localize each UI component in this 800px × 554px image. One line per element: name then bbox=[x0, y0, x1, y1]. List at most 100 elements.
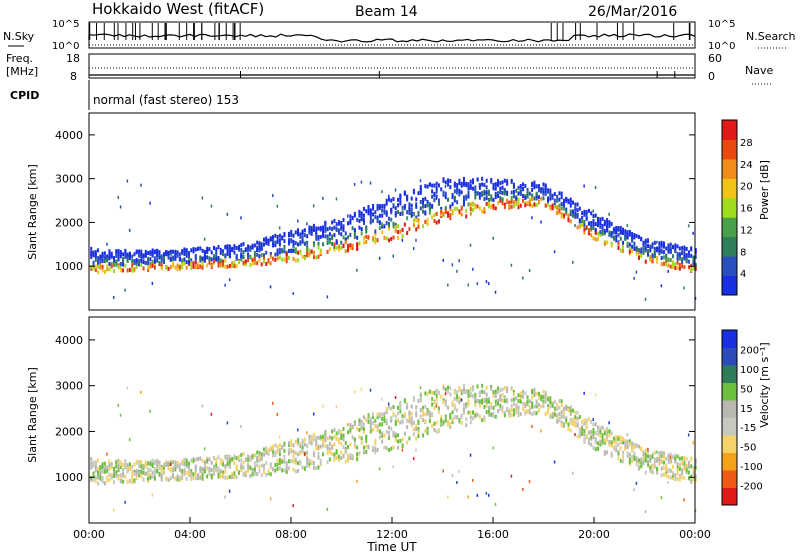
velocity-cell bbox=[637, 460, 640, 465]
power-cell bbox=[574, 224, 576, 228]
velocity-cell bbox=[165, 462, 168, 467]
velocity-cell bbox=[531, 395, 534, 400]
freq-panel: Freq. [MHz] 18 8 60 0 Nave bbox=[6, 52, 773, 85]
velocity-cell bbox=[497, 408, 500, 413]
velocity-cell bbox=[533, 390, 536, 395]
velocity-cell bbox=[633, 442, 636, 447]
velocity-cell bbox=[210, 412, 213, 416]
power-cell bbox=[158, 250, 161, 255]
power-cell bbox=[603, 228, 606, 233]
velocity-cell bbox=[672, 475, 675, 480]
power-cell bbox=[362, 235, 365, 240]
velocity-cell bbox=[301, 439, 304, 444]
power-cell bbox=[151, 263, 154, 268]
power-cell bbox=[628, 242, 631, 247]
power-cell bbox=[119, 250, 122, 255]
power-cell bbox=[662, 250, 665, 255]
power-cell bbox=[472, 186, 475, 191]
velocity-cell bbox=[331, 451, 334, 456]
power-cell bbox=[574, 211, 577, 216]
velocity-cell bbox=[499, 394, 502, 399]
power-cell bbox=[535, 184, 538, 189]
power-cell bbox=[122, 260, 125, 265]
velocity-cell bbox=[381, 412, 384, 417]
velocity-cell bbox=[492, 390, 495, 395]
velocity-cell bbox=[190, 469, 193, 474]
power-cell bbox=[276, 239, 279, 244]
velocity-cell bbox=[603, 431, 606, 436]
velocity-cell bbox=[458, 396, 461, 401]
power-cell bbox=[669, 247, 672, 252]
power-cell bbox=[340, 232, 343, 237]
velocity-cell bbox=[462, 410, 465, 415]
power-cell bbox=[192, 261, 195, 266]
power-cell bbox=[533, 180, 536, 185]
power-cell bbox=[401, 210, 404, 215]
velocity-cell bbox=[694, 460, 697, 465]
velocity-cell bbox=[651, 464, 654, 469]
power-cell bbox=[206, 248, 209, 253]
power-cell bbox=[106, 267, 109, 272]
power-cell bbox=[260, 242, 263, 247]
power-cell bbox=[549, 188, 552, 193]
power-cell bbox=[512, 194, 515, 199]
power-cell bbox=[567, 213, 570, 218]
velocity-cell bbox=[324, 438, 327, 443]
velocity-cell bbox=[506, 406, 509, 411]
velocity-cell bbox=[603, 438, 606, 443]
velocity-cell bbox=[644, 450, 647, 455]
velocity-cell bbox=[419, 395, 422, 400]
velocity-cell bbox=[90, 462, 93, 467]
velocity-cell bbox=[115, 464, 118, 469]
power-cell bbox=[369, 209, 372, 214]
power-cell bbox=[560, 195, 563, 200]
power-cell bbox=[237, 260, 240, 265]
x-tick-label: 20:00 bbox=[578, 528, 610, 541]
power-cell bbox=[176, 266, 179, 271]
power-cell bbox=[512, 200, 515, 205]
velocity-cell bbox=[503, 410, 506, 415]
power-cell bbox=[294, 249, 297, 254]
power-cell bbox=[99, 259, 102, 264]
velocity-cell bbox=[610, 431, 613, 436]
velocity-cell bbox=[231, 472, 234, 477]
velocity-cell bbox=[597, 441, 600, 446]
velocity-cell bbox=[640, 447, 643, 452]
power-cell bbox=[442, 258, 444, 262]
velocity-cell bbox=[240, 453, 243, 458]
velocity-cell bbox=[622, 450, 625, 455]
power-cell bbox=[124, 254, 127, 259]
power-cell bbox=[324, 225, 327, 230]
velocity-cell bbox=[362, 450, 365, 455]
velocity-cell bbox=[301, 445, 304, 450]
velocity-cell bbox=[401, 437, 404, 442]
power-cell bbox=[299, 232, 302, 237]
power-cell bbox=[342, 244, 345, 249]
velocity-cell bbox=[674, 477, 677, 482]
power-cell bbox=[476, 191, 479, 196]
power-cell bbox=[672, 244, 675, 249]
velocity-cell bbox=[212, 470, 215, 475]
velocity-cell bbox=[203, 467, 206, 472]
power-cell bbox=[567, 200, 570, 205]
power-cell bbox=[328, 226, 331, 231]
velocity-cell bbox=[376, 412, 379, 417]
power-cell bbox=[290, 248, 293, 253]
velocity-cell bbox=[312, 432, 315, 437]
velocity-cell bbox=[533, 387, 536, 392]
power-cell bbox=[174, 251, 177, 256]
power-cell bbox=[594, 186, 597, 190]
velocity-cell bbox=[517, 399, 520, 404]
power-cell bbox=[622, 244, 625, 249]
power-cell bbox=[472, 178, 475, 183]
velocity-cell bbox=[201, 472, 204, 477]
power-cell bbox=[115, 254, 118, 259]
power-cell bbox=[265, 240, 268, 245]
power-cell bbox=[490, 194, 493, 199]
velocity-cell bbox=[356, 426, 359, 431]
velocity-cell bbox=[690, 457, 693, 462]
velocity-cell bbox=[419, 414, 422, 419]
power-cell bbox=[387, 216, 390, 221]
velocity-cell bbox=[540, 429, 542, 433]
velocity-cell bbox=[233, 471, 236, 476]
